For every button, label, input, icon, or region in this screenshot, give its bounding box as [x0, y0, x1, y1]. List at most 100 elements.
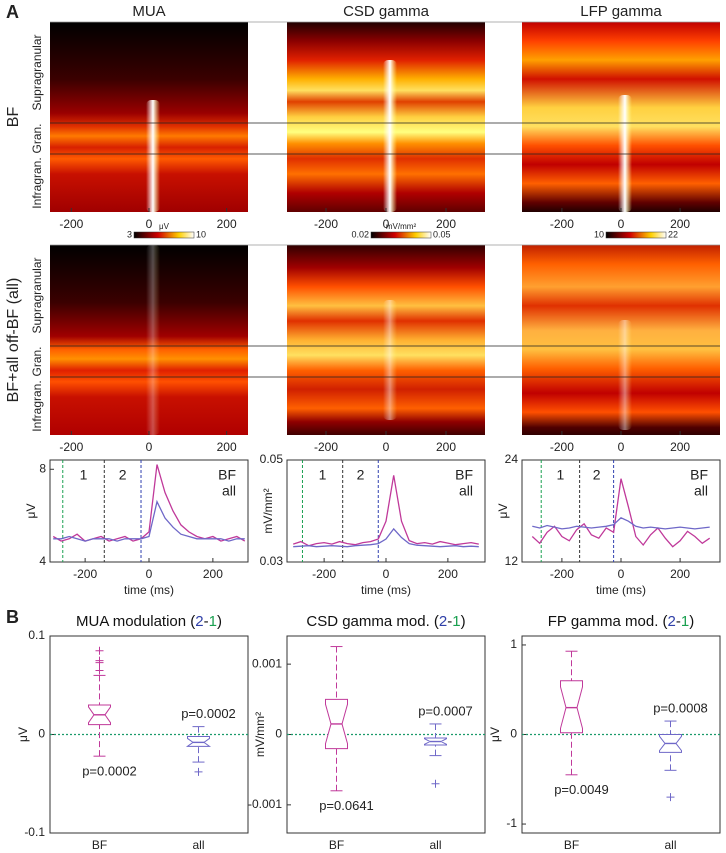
p-value: p=0.0641	[319, 798, 374, 813]
colorbar-max: 10	[196, 229, 206, 239]
title-part: 2	[668, 613, 676, 630]
stimulus-response	[618, 320, 632, 430]
y-axis-label: mV/mm²	[253, 712, 267, 757]
plot-frame	[521, 459, 721, 563]
column-title: LFP gamma	[580, 3, 662, 20]
title-part: 1	[452, 613, 460, 630]
colorbar	[133, 231, 195, 239]
stimulus-response	[383, 60, 397, 212]
x-tick-label: 0	[618, 567, 625, 581]
title-part: 2	[195, 613, 203, 630]
x-tick-label: 0	[383, 567, 390, 581]
x-tick-label: BF	[564, 838, 579, 852]
colorbar-unit: mV/mm²	[386, 222, 417, 231]
y-tick-label: 8	[39, 461, 46, 475]
chart-title: CSD gamma mod. (2-1)	[306, 613, 465, 630]
column-title: CSD gamma	[343, 3, 430, 20]
layer-label: Infragran.	[30, 157, 44, 208]
x-tick-label: 0	[146, 217, 153, 231]
title-part: )	[689, 613, 694, 630]
x-tick-label: -200	[550, 440, 574, 454]
title-part: 1	[209, 613, 217, 630]
y-tick-label: -1	[506, 816, 517, 830]
layer-label: Supragranular	[30, 34, 44, 110]
y-axis-label: μV	[24, 504, 38, 519]
x-tick-label: 0	[383, 217, 390, 231]
y-axis-label: mV/mm²	[261, 488, 275, 533]
colorbar-min: 3	[127, 229, 132, 239]
box	[185, 735, 212, 747]
stimulus-response	[383, 300, 397, 420]
y-tick-label: 12	[505, 554, 519, 568]
legend-entry: BF	[455, 467, 473, 483]
layer-label: Gran.	[30, 346, 44, 376]
x-tick-label: all	[664, 838, 676, 852]
p-value: p=0.0002	[181, 706, 236, 721]
y-tick-label: -0.001	[248, 797, 282, 811]
colorbar-max: 0.05	[433, 229, 451, 239]
outlier	[95, 646, 104, 655]
x-tick-label: -200	[314, 217, 338, 231]
x-tick-label: 200	[436, 440, 456, 454]
colorbar-unit: μV	[159, 222, 170, 231]
p-value: p=0.0008	[653, 701, 708, 716]
outlier	[431, 779, 440, 788]
layer-label: Supragranular	[30, 257, 44, 333]
title-part: FP gamma mod. (	[548, 613, 668, 630]
y-tick-label: 0.1	[28, 628, 45, 642]
x-tick-label: 200	[670, 567, 690, 581]
x-tick-label: 0	[618, 217, 625, 231]
y-tick-label: 0.03	[260, 554, 284, 568]
x-tick-label: 200	[203, 567, 223, 581]
title-part: )	[461, 613, 466, 630]
trace	[293, 527, 479, 548]
colorbar-max: 22	[668, 229, 678, 239]
title-part: )	[217, 613, 222, 630]
x-tick-label: -200	[59, 217, 83, 231]
stimulus-response	[146, 245, 160, 435]
colorbar-min: 10	[594, 229, 604, 239]
window-label: 1	[319, 467, 327, 483]
x-tick-label: -200	[550, 567, 574, 581]
trace	[532, 517, 710, 530]
y-tick-label: 4	[39, 554, 46, 568]
window-label: 1	[557, 467, 565, 483]
y-tick-label: 0	[38, 727, 45, 741]
trace	[531, 478, 711, 548]
x-tick-label: BF	[92, 838, 107, 852]
trace	[53, 499, 245, 542]
plot-frame	[49, 459, 249, 563]
p-value: p=0.0007	[418, 703, 473, 718]
x-axis-label: time (ms)	[124, 583, 174, 597]
x-tick-label: -200	[314, 440, 338, 454]
x-tick-label: BF	[329, 838, 344, 852]
colorbar-min: 0.02	[351, 229, 369, 239]
stimulus-response	[618, 95, 632, 212]
x-tick-label: all	[192, 838, 204, 852]
y-tick-label: 24	[505, 452, 519, 466]
x-tick-label: 0	[146, 567, 153, 581]
chart-title: MUA modulation (2-1)	[76, 613, 222, 630]
window-label: 1	[80, 467, 88, 483]
p-value: p=0.0049	[554, 782, 609, 797]
title-part: -	[676, 613, 681, 630]
p-value: p=0.0002	[82, 764, 137, 779]
x-tick-label: 200	[217, 217, 237, 231]
title-part: 1	[681, 613, 689, 630]
y-tick-label: 1	[510, 637, 517, 651]
y-axis-label: μV	[16, 727, 30, 742]
box	[560, 680, 583, 734]
window-label: 2	[119, 467, 127, 483]
x-tick-label: 200	[436, 217, 456, 231]
x-tick-label: 200	[217, 440, 237, 454]
x-axis-label: time (ms)	[596, 583, 646, 597]
legend-entry: BF	[690, 467, 708, 483]
y-tick-label: 0.05	[260, 452, 284, 466]
row-label: BF	[5, 107, 22, 128]
y-axis-label: μV	[488, 727, 502, 742]
panel-label: A	[6, 2, 19, 22]
colorbar	[605, 231, 667, 239]
x-tick-label: all	[429, 838, 441, 852]
colorbar	[370, 231, 432, 239]
